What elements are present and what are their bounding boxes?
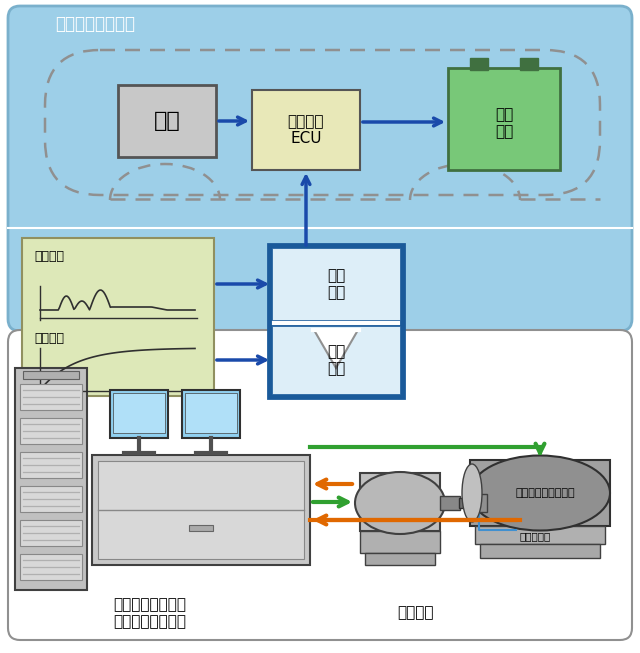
FancyBboxPatch shape	[8, 6, 632, 331]
Text: 低惯性（发电）电机: 低惯性（发电）电机	[515, 488, 575, 498]
FancyBboxPatch shape	[268, 244, 404, 398]
FancyBboxPatch shape	[23, 371, 79, 379]
FancyBboxPatch shape	[360, 531, 440, 553]
Text: 行驶阻力: 行驶阻力	[34, 332, 64, 345]
FancyBboxPatch shape	[8, 330, 632, 640]
Text: 车辆
模型: 车辆 模型	[327, 268, 345, 300]
FancyBboxPatch shape	[185, 393, 237, 433]
FancyBboxPatch shape	[475, 526, 605, 544]
FancyBboxPatch shape	[20, 520, 82, 546]
Ellipse shape	[355, 472, 445, 534]
Text: 车辆模拟仿真系统
操作测量控制装置: 车辆模拟仿真系统 操作测量控制装置	[113, 597, 186, 629]
FancyBboxPatch shape	[15, 368, 87, 590]
FancyBboxPatch shape	[520, 58, 538, 70]
FancyBboxPatch shape	[480, 544, 600, 558]
Text: 行驶模式: 行驶模式	[34, 249, 64, 263]
FancyBboxPatch shape	[20, 418, 82, 444]
FancyBboxPatch shape	[20, 452, 82, 478]
FancyBboxPatch shape	[471, 494, 487, 512]
FancyBboxPatch shape	[110, 390, 168, 438]
FancyBboxPatch shape	[272, 326, 400, 394]
FancyBboxPatch shape	[20, 384, 82, 410]
Text: 驱动
模型: 驱动 模型	[327, 343, 345, 376]
FancyBboxPatch shape	[20, 486, 82, 512]
FancyBboxPatch shape	[20, 554, 82, 580]
FancyBboxPatch shape	[448, 68, 560, 170]
Text: 虚拟电动车辆模型: 虚拟电动车辆模型	[55, 15, 135, 33]
Text: 被测电机: 被测电机	[397, 605, 433, 620]
FancyBboxPatch shape	[189, 525, 213, 531]
FancyBboxPatch shape	[365, 553, 435, 565]
FancyBboxPatch shape	[440, 496, 460, 510]
FancyBboxPatch shape	[22, 238, 214, 396]
Ellipse shape	[470, 456, 610, 530]
Ellipse shape	[462, 464, 482, 522]
FancyBboxPatch shape	[470, 58, 488, 70]
FancyBboxPatch shape	[272, 248, 400, 320]
Text: 电池
模型: 电池 模型	[495, 107, 513, 139]
FancyBboxPatch shape	[360, 473, 440, 531]
Text: 电机: 电机	[154, 111, 180, 131]
Polygon shape	[314, 330, 358, 368]
FancyBboxPatch shape	[98, 461, 304, 559]
FancyBboxPatch shape	[92, 455, 310, 565]
Text: 扭矩传感器: 扭矩传感器	[519, 531, 550, 541]
FancyBboxPatch shape	[182, 390, 240, 438]
FancyBboxPatch shape	[459, 498, 471, 508]
FancyBboxPatch shape	[470, 460, 610, 526]
FancyBboxPatch shape	[113, 393, 165, 433]
FancyBboxPatch shape	[118, 85, 216, 157]
FancyBboxPatch shape	[252, 90, 360, 170]
Text: 电动车用
ECU: 电动车用 ECU	[288, 114, 324, 146]
